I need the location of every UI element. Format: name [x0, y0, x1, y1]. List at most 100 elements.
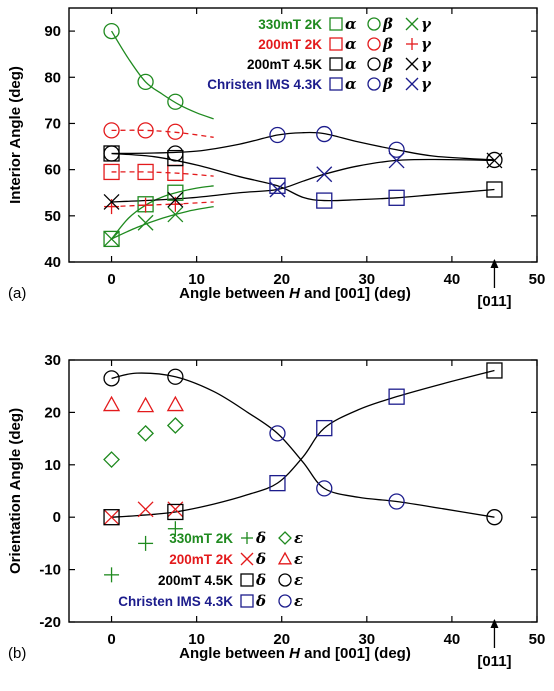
legend-label: Christen IMS 4.3K [118, 594, 233, 609]
data-point-x [103, 230, 120, 247]
legend-marker-triangle [277, 551, 293, 565]
legend-label: 200mT 2K [258, 37, 322, 52]
data-point-square [103, 145, 120, 162]
data-point-circle [167, 145, 184, 162]
data-point-circle [316, 125, 333, 143]
y-tick-label: 80 [44, 69, 61, 86]
data-point-square [103, 230, 120, 248]
x-tick-label: 40 [444, 271, 461, 288]
data-point-square [269, 177, 286, 194]
fit-curve [111, 152, 495, 202]
legend-symbol: α [345, 35, 357, 53]
legend-marker-square [329, 57, 343, 71]
x-tick-label: 0 [107, 271, 115, 288]
legend-symbol: δ [255, 571, 266, 589]
legend-marker-x [405, 57, 419, 71]
annotation-label: [011] [477, 293, 511, 310]
y-tick-label: 90 [44, 23, 61, 40]
annotation-label: [011] [477, 653, 511, 670]
data-point-circle [103, 370, 120, 387]
annotation-arrowhead [490, 259, 499, 268]
data-point-circle [137, 73, 154, 91]
legend-label: 200mT 2K [169, 552, 233, 567]
data-point-plus [167, 521, 183, 537]
x-axis-label: Angle between H and [001] (deg) [179, 645, 411, 662]
data-point-triangle [102, 395, 121, 412]
data-point-square [167, 503, 184, 521]
data-point-x [167, 191, 184, 208]
legend-symbol: ε [294, 592, 303, 610]
y-axis-label: Orientation Angle (deg) [7, 408, 24, 574]
legend-marker-x [405, 77, 419, 91]
fit-curve [111, 171, 214, 177]
panel-a: 0 10 20 30 40 50 40 50 60 70 80 90 Angle between H a… [7, 7, 546, 310]
x-tick-label: 0 [107, 631, 115, 648]
legend-marker-square [329, 77, 343, 91]
data-point-x [388, 152, 405, 169]
legend-marker-plus [406, 38, 418, 50]
plot-frame [68, 7, 538, 263]
data-point-circle [167, 123, 184, 140]
y-tick-label: 10 [44, 457, 61, 474]
data-point-triangle [166, 395, 184, 412]
annotation-arrowhead [490, 619, 499, 628]
data-point-x [137, 214, 154, 231]
legend-marker-circle [367, 37, 381, 51]
legend-marker-square [240, 573, 254, 587]
legend-marker-x [405, 17, 419, 31]
data-point-circle [388, 141, 405, 158]
x-tick-label: 10 [188, 631, 205, 648]
legend-symbol: ε [294, 571, 303, 589]
data-point-x [269, 181, 286, 198]
legend-symbol: γ [421, 55, 432, 73]
legend-symbol: ε [294, 529, 303, 547]
data-point-circle [167, 93, 184, 110]
legend-marker-square [329, 37, 343, 51]
legend-label: 200mT 4.5K [158, 573, 233, 588]
data-point-circle [269, 425, 286, 442]
fit-curve [111, 185, 214, 240]
data-point-circle [269, 126, 286, 144]
data-point-diamond [103, 451, 120, 468]
data-point-square [103, 163, 120, 181]
x-axis-label: Angle between H and [001] (deg) [179, 285, 411, 302]
data-point-square [486, 181, 503, 198]
data-point-x [316, 166, 333, 183]
legend-symbol: α [345, 55, 357, 73]
data-point-circle [137, 122, 154, 139]
y-tick-label: 70 [44, 115, 61, 132]
panel-label: (a) [8, 285, 26, 302]
fit-curve [111, 369, 495, 518]
data-point-square [486, 362, 503, 379]
fit-curve [111, 158, 495, 203]
legend-symbol: α [345, 15, 357, 33]
data-point-triangle [136, 396, 155, 413]
legend-marker-circle [367, 17, 381, 31]
data-point-x [103, 509, 120, 526]
fit-curve [111, 129, 214, 138]
data-point-diamond [166, 417, 184, 434]
data-point-x [167, 206, 184, 223]
legend-label: Christen IMS 4.3K [207, 77, 322, 92]
legend-symbol: β [382, 15, 393, 33]
data-point-plus [104, 567, 120, 583]
plot-frame [68, 359, 538, 623]
legend-symbol: ε [294, 550, 303, 568]
fit-curve [110, 30, 214, 120]
legend-marker-circle [367, 77, 381, 91]
fit-curve [111, 205, 214, 240]
x-tick-label: 50 [529, 271, 546, 288]
data-point-square [137, 163, 154, 181]
data-point-square [388, 189, 405, 206]
legend-symbol: γ [421, 75, 432, 93]
legend-symbol: δ [255, 529, 266, 547]
legend-label: 330mT 2K [258, 17, 322, 32]
legend-symbol: γ [421, 15, 432, 33]
y-tick-label: 40 [44, 254, 61, 271]
y-axis-label: Interior Angle (deg) [7, 66, 24, 204]
data-point-circle [103, 122, 120, 139]
legend-symbol: δ [255, 592, 266, 610]
x-tick-label: 30 [358, 631, 375, 648]
legend-marker-circle [278, 594, 292, 608]
legend-marker-diamond [278, 531, 292, 545]
